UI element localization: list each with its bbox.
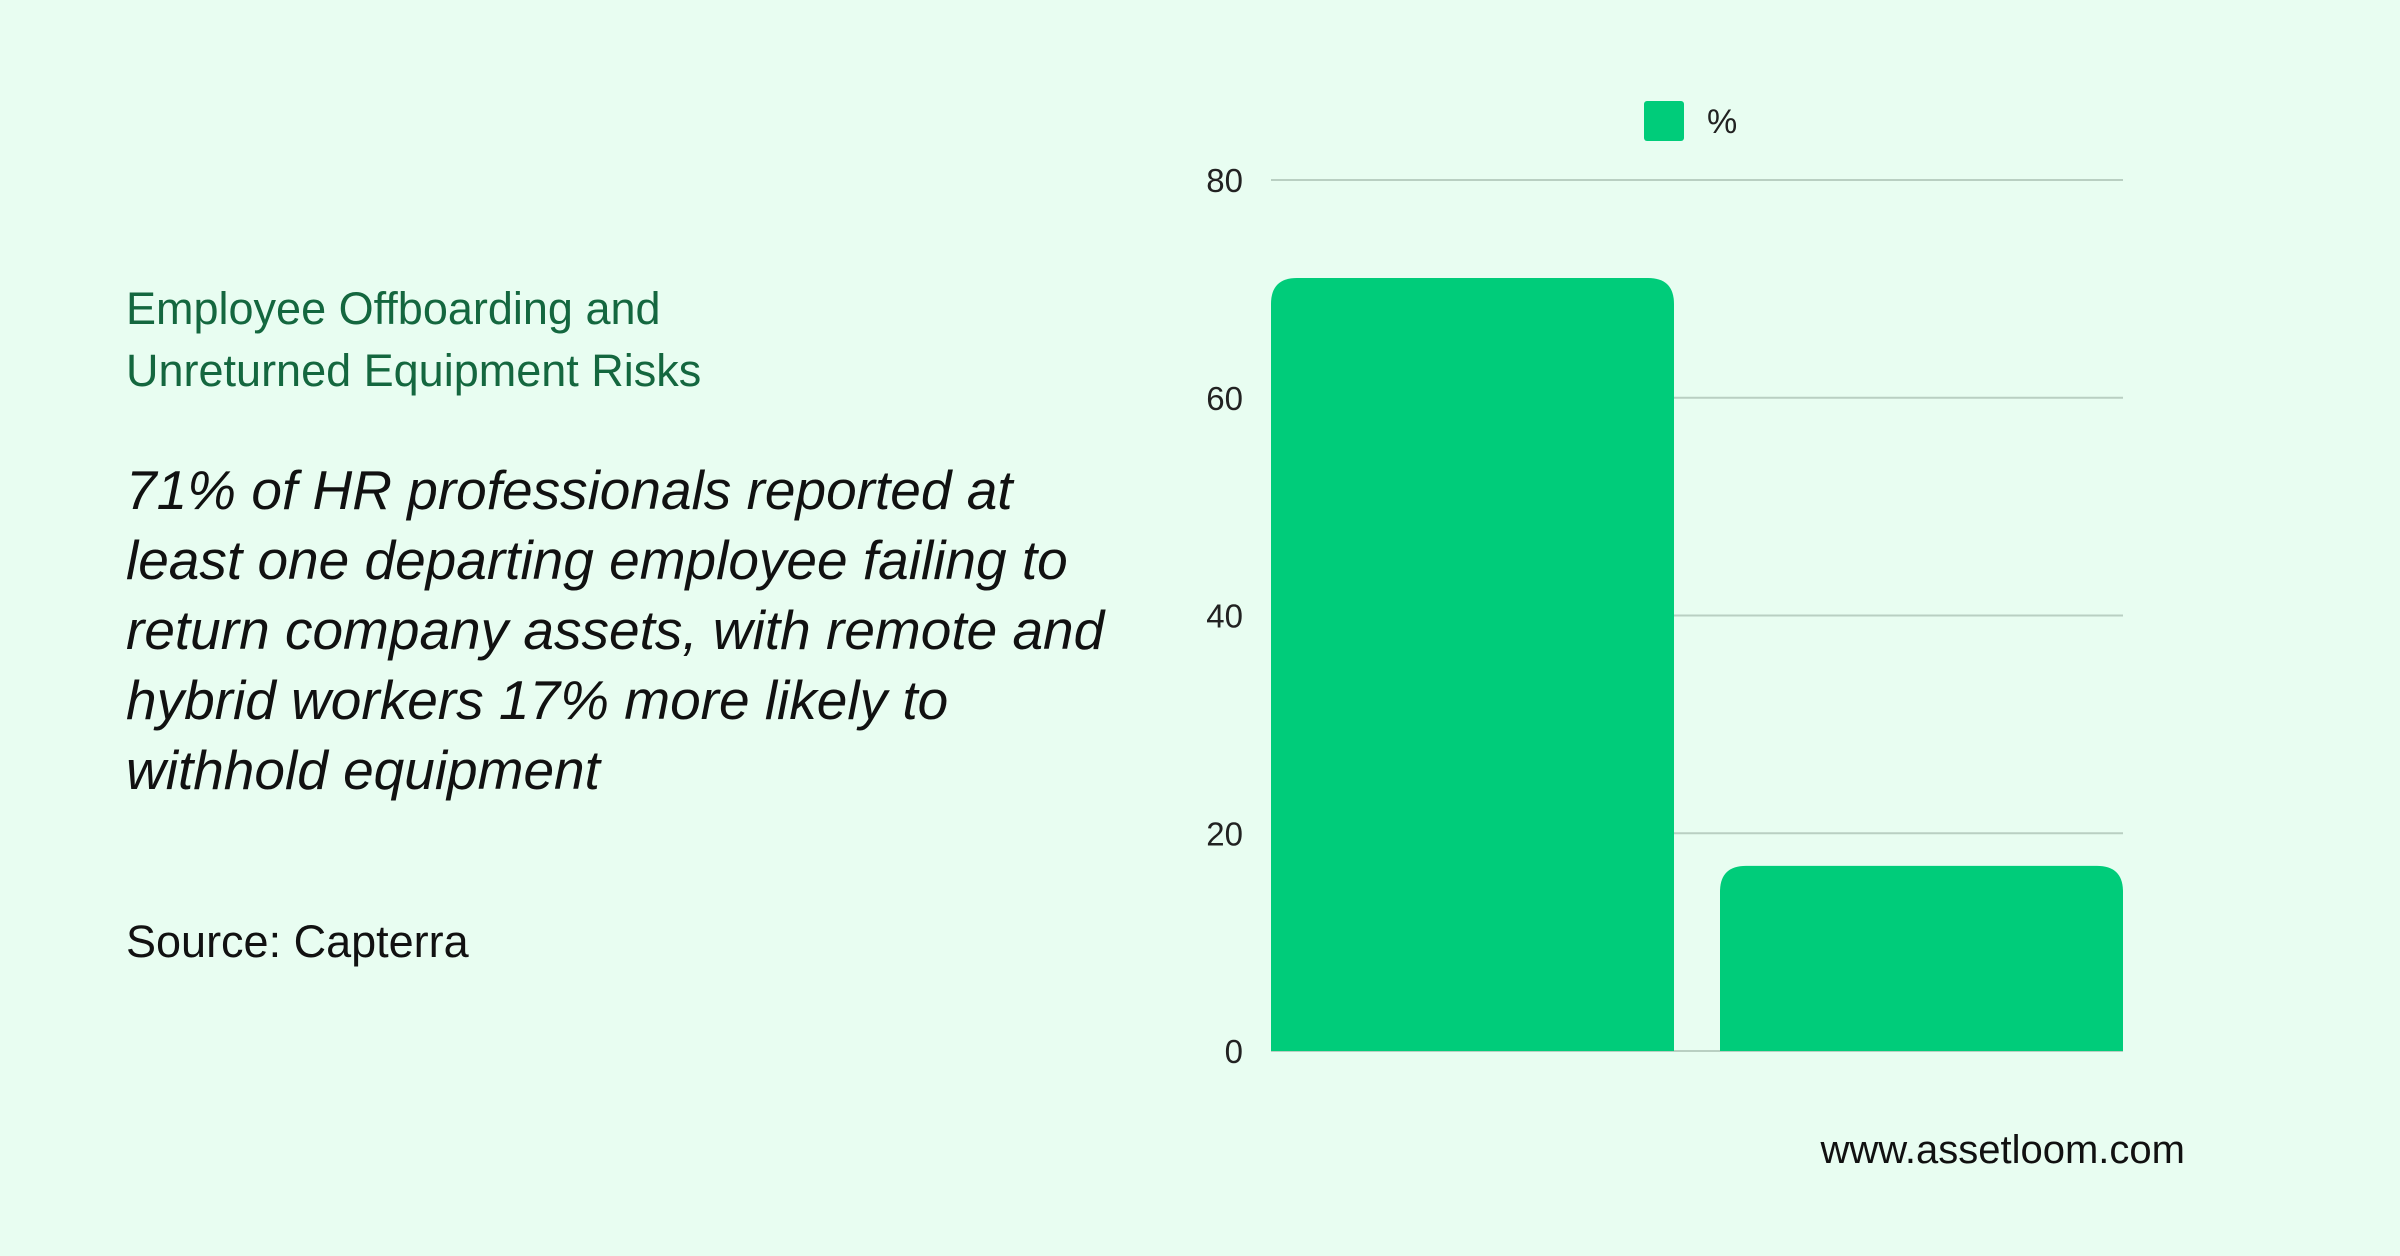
bar (1720, 865, 2123, 1051)
title-line-1: Employee Offboarding and (126, 283, 661, 334)
legend-label: % (1707, 103, 1737, 141)
y-tick-label: 80 (1206, 162, 1243, 199)
y-tick-label: 40 (1206, 598, 1243, 635)
y-tick-label: 20 (1206, 815, 1243, 852)
y-tick-label: 60 (1206, 380, 1243, 417)
website-link[interactable]: www.assetloom.com (1820, 1128, 2185, 1172)
legend-swatch (1644, 101, 1684, 141)
source-label: Source: Capterra (126, 916, 469, 967)
title-line-2: Unreturned Equipment Risks (126, 345, 702, 396)
chart-title: Employee Offboarding and Unreturned Equi… (126, 278, 1026, 402)
bar (1271, 277, 1674, 1051)
statistic-description: 71% of HR professionals reported at leas… (126, 459, 1105, 801)
y-tick-label: 0 (1225, 1033, 1243, 1070)
